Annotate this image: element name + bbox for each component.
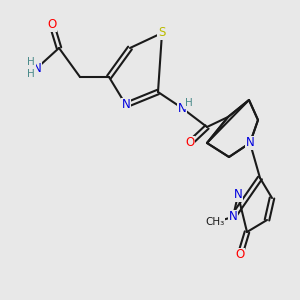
Text: N: N — [178, 101, 186, 115]
Text: O: O — [236, 248, 244, 262]
Text: O: O — [185, 136, 195, 149]
Text: H: H — [27, 57, 35, 67]
Text: S: S — [158, 26, 166, 40]
Text: N: N — [122, 98, 130, 112]
Text: N: N — [33, 61, 41, 74]
Text: H: H — [185, 98, 193, 108]
Text: H: H — [27, 69, 35, 79]
Text: O: O — [47, 19, 57, 32]
Text: N: N — [229, 211, 237, 224]
Text: CH₃: CH₃ — [206, 217, 225, 227]
Text: N: N — [234, 188, 242, 202]
Text: N: N — [246, 136, 254, 149]
